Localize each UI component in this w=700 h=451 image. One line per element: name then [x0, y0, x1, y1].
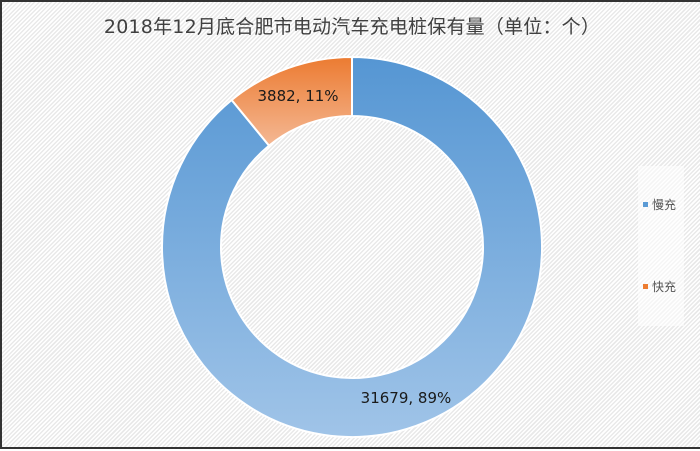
legend-swatch-icon [643, 202, 648, 207]
legend-item-slow-charge[interactable]: 慢充 [643, 196, 676, 213]
data-label: 3882, 11% [257, 87, 338, 105]
chart-legend: 慢充 快充 [638, 166, 684, 326]
donut-slice-slow-charge[interactable] [161, 55, 543, 438]
legend-label: 快充 [652, 280, 677, 294]
chart-title: 2018年12月底合肥市电动汽车充电桩保有量（单位：个） [103, 16, 601, 38]
legend-swatch-icon [643, 284, 648, 289]
donut-slice-fast-charge[interactable] [230, 55, 353, 148]
data-label: 31679, 89% [361, 389, 452, 407]
legend-label: 慢充 [652, 198, 677, 212]
legend-item-fast-charge[interactable]: 快充 [643, 278, 676, 295]
